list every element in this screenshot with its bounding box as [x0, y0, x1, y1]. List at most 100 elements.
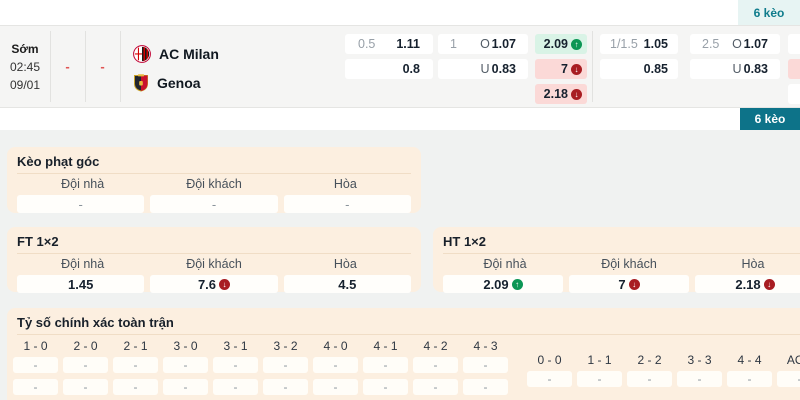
score-odds-away[interactable]: -	[413, 379, 458, 395]
over-under-cell[interactable]: 1 O 1.07	[438, 34, 528, 54]
odds-value: 0.8	[402, 62, 420, 76]
score-odds-away[interactable]: -	[13, 379, 58, 395]
handicap-cell[interactable]: 0.5 1.11	[345, 34, 433, 54]
score-odds-home[interactable]: -	[313, 357, 358, 373]
score-placeholder-2: -	[100, 59, 105, 74]
score-label: 2 - 2	[637, 353, 662, 367]
match-time: 02:45	[9, 59, 41, 74]
section-title: HT 1×2	[443, 234, 800, 254]
score-odds-away[interactable]: -	[113, 379, 158, 395]
score-odds-draw[interactable]: -	[727, 371, 772, 387]
1x2-cell-partial[interactable]	[788, 84, 800, 104]
score-label: 4 - 4	[737, 353, 762, 367]
score-odds-home[interactable]: -	[413, 357, 458, 373]
odds-value: 7.6	[197, 276, 217, 292]
odds-down-icon: ↓	[571, 88, 582, 100]
1x2-cell-partial[interactable]	[788, 59, 800, 79]
odds-value: 0.83	[491, 62, 516, 76]
home-header: Đội nhà	[61, 177, 105, 191]
score-odds-home[interactable]: -	[113, 357, 158, 373]
score-column: 2 - 1 - -	[113, 339, 158, 395]
score-odds-home[interactable]: -	[463, 357, 508, 373]
keo-count-button[interactable]: 6 kèo	[740, 108, 800, 130]
keo-count-badge[interactable]: 6 kèo	[738, 0, 800, 25]
score-column: 4 - 1 - -	[363, 339, 408, 395]
corner-odds-card: Kèo phạt góc Đội nhà Đội khách Hòa - - -	[7, 147, 421, 213]
draw-header: Hòa	[333, 257, 357, 271]
home-header: Đội nhà	[483, 257, 527, 271]
score-label: 0 - 0	[537, 353, 562, 367]
score-grid: 1 - 0 - - 2 - 0 - - 2 - 1 - - 3 - 0 - - …	[12, 339, 800, 395]
score-label: 4 - 1	[373, 339, 398, 353]
score-odds-away[interactable]: -	[213, 379, 258, 395]
score-label: 3 - 1	[223, 339, 248, 353]
score-odds-draw[interactable]: -	[627, 371, 672, 387]
home-team-link[interactable]: AC Milan	[133, 44, 219, 64]
score-odds-away[interactable]: -	[363, 379, 408, 395]
odds-value: 1.05	[643, 37, 668, 51]
away-header: Đội khách	[601, 257, 657, 271]
score-column: 3 - 1 - -	[213, 339, 258, 395]
corner-draw-odds[interactable]: -	[283, 195, 411, 213]
score-label: 1 - 1	[587, 353, 612, 367]
handicap-cell[interactable]: 0.85	[600, 59, 678, 79]
away-header: Đội khách	[186, 257, 242, 271]
away-team-link[interactable]: Genoa	[133, 73, 201, 93]
ht-home-odds[interactable]: 2.09 ↑	[443, 275, 563, 293]
score-odds-home[interactable]: -	[363, 357, 408, 373]
score-odds-away[interactable]: -	[313, 379, 358, 395]
handicap-cell[interactable]: 1/1.5 1.05	[600, 34, 678, 54]
draw-score-group: 0 - 0 - 1 - 1 - 2 - 2 - 3 - 3 - 4 - 4	[527, 339, 800, 387]
match-row: Sớm 02:45 09/01 - -	[0, 25, 800, 108]
over-under-cell[interactable]: 2.5 O 1.07	[690, 34, 780, 54]
section-title: Tỷ số chính xác toàn trận	[17, 315, 800, 335]
handicap-line: 0.5	[358, 37, 376, 51]
score-odds-draw[interactable]: -	[527, 371, 572, 387]
corner-home-odds[interactable]: -	[17, 195, 145, 213]
corner-away-odds[interactable]: -	[150, 195, 278, 213]
under-label: U	[480, 62, 490, 76]
score-column: 4 - 4 -	[727, 353, 772, 387]
score-column: 3 - 3 -	[677, 353, 722, 387]
match-date: 09/01	[9, 77, 41, 92]
odds-up-icon: ↑	[511, 278, 523, 290]
score-odds-home[interactable]: -	[213, 357, 258, 373]
ft-draw-odds[interactable]: 4.5	[283, 275, 411, 293]
ht-away-odds[interactable]: 7 ↓	[569, 275, 689, 293]
over-under-cell[interactable]: U 0.83	[438, 59, 528, 79]
score-odds-draw[interactable]: -	[577, 371, 622, 387]
score-odds-away[interactable]: -	[163, 379, 208, 395]
odds-up-icon: ↑	[571, 38, 582, 50]
over-under-cell[interactable]: U 0.83	[690, 59, 780, 79]
score-label: 4 - 0	[323, 339, 348, 353]
home-team-name: AC Milan	[159, 46, 219, 62]
score-odds-home[interactable]: -	[263, 357, 308, 373]
odds-value: 2.09	[483, 276, 509, 292]
score-odds-home[interactable]: -	[13, 357, 58, 373]
score-column: 3 - 2 - -	[263, 339, 308, 395]
ht-draw-odds[interactable]: 2.18 ↓	[695, 275, 800, 293]
score-odds-away[interactable]: -	[463, 379, 508, 395]
handicap-cell[interactable]: 0.8	[345, 59, 433, 79]
score-label: 4 - 2	[423, 339, 448, 353]
score-placeholder-1: -	[65, 59, 70, 74]
column-divider	[592, 31, 593, 102]
odds-value: 4.5	[338, 276, 357, 292]
score-odds-draw[interactable]: -	[777, 371, 800, 387]
score-odds-home[interactable]: -	[63, 357, 108, 373]
ft-away-odds[interactable]: 7.6 ↓	[150, 275, 278, 293]
score-odds-away[interactable]: -	[263, 379, 308, 395]
1x2-home-cell[interactable]: 2.09 ↑	[535, 34, 587, 54]
score-odds-home[interactable]: -	[163, 357, 208, 373]
score-odds-draw[interactable]: -	[677, 371, 722, 387]
score-column: 0 - 0 -	[527, 353, 572, 387]
1x2-cell-partial[interactable]	[788, 34, 800, 54]
1x2-draw-cell[interactable]: 2.18 ↓	[535, 84, 587, 104]
score-odds-away[interactable]: -	[63, 379, 108, 395]
1x2-away-cell[interactable]: 7 ↓	[535, 59, 587, 79]
odds-value: 0.83	[743, 62, 768, 76]
column-headers: Đội nhà Đội khách Hòa	[17, 257, 411, 271]
odds-down-icon: ↓	[628, 278, 640, 290]
ft-home-odds[interactable]: 1.45	[17, 275, 145, 293]
match-stage-label: Sớm	[11, 41, 39, 56]
